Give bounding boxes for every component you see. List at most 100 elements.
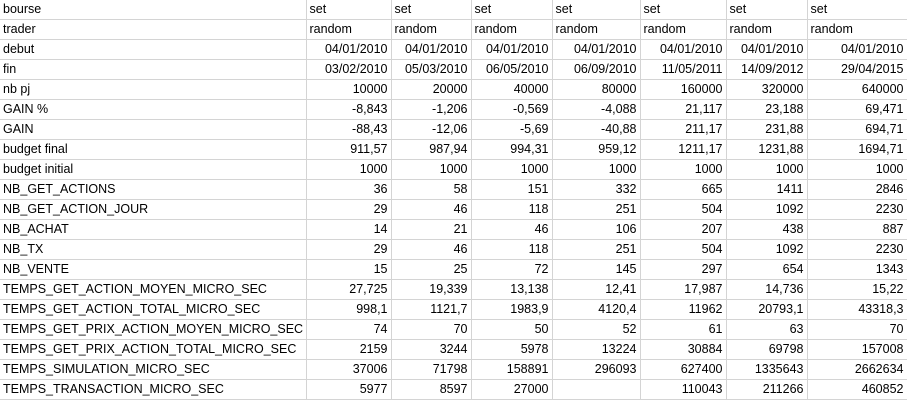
data-cell[interactable] [552,379,641,400]
data-cell[interactable]: 05/03/2010 [391,59,472,80]
row-label-cell[interactable]: budget initial [0,159,307,180]
data-cell[interactable]: set [552,0,641,20]
data-cell[interactable]: 17,987 [640,279,727,300]
data-cell[interactable]: 29/04/2015 [807,59,907,80]
data-cell[interactable]: 72 [471,259,553,280]
data-cell[interactable]: -5,69 [471,119,553,140]
row-label-cell[interactable]: TEMPS_GET_ACTION_MOYEN_MICRO_SEC [0,279,307,300]
data-cell[interactable]: set [807,0,907,20]
data-cell[interactable]: 04/01/2010 [391,39,472,60]
data-cell[interactable]: 2230 [807,199,907,220]
data-cell[interactable]: 74 [306,319,392,340]
data-cell[interactable]: 80000 [552,79,641,100]
data-cell[interactable]: 12,41 [552,279,641,300]
data-cell[interactable]: 71798 [391,359,472,380]
data-cell[interactable]: 13224 [552,339,641,360]
data-cell[interactable]: 118 [471,239,553,260]
data-cell[interactable]: 959,12 [552,139,641,160]
data-cell[interactable]: 13,138 [471,279,553,300]
data-cell[interactable]: 14,736 [726,279,808,300]
data-cell[interactable]: 296093 [552,359,641,380]
data-cell[interactable]: 251 [552,199,641,220]
row-label-cell[interactable]: GAIN [0,119,307,140]
data-cell[interactable]: 46 [471,219,553,240]
data-cell[interactable]: 460852 [807,379,907,400]
data-cell[interactable]: 27,725 [306,279,392,300]
data-cell[interactable]: 2230 [807,239,907,260]
data-cell[interactable]: 69,471 [807,99,907,120]
row-label-cell[interactable]: NB_GET_ACTIONS [0,179,307,200]
data-cell[interactable]: 04/01/2010 [807,39,907,60]
data-cell[interactable]: set [306,0,392,20]
data-cell[interactable]: 1000 [552,159,641,180]
data-cell[interactable]: 320000 [726,79,808,100]
data-cell[interactable]: 14/09/2012 [726,59,808,80]
row-label-cell[interactable]: TEMPS_SIMULATION_MICRO_SEC [0,359,307,380]
data-cell[interactable]: 1000 [640,159,727,180]
data-cell[interactable]: 63 [726,319,808,340]
data-cell[interactable]: 211266 [726,379,808,400]
data-cell[interactable]: 1092 [726,239,808,260]
data-cell[interactable]: 06/05/2010 [471,59,553,80]
data-cell[interactable]: 694,71 [807,119,907,140]
row-label-cell[interactable]: TEMPS_TRANSACTION_MICRO_SEC [0,379,307,400]
data-cell[interactable]: 994,31 [471,139,553,160]
row-label-cell[interactable]: trader [0,19,307,40]
data-cell[interactable]: 40000 [471,79,553,100]
data-cell[interactable]: 11/05/2011 [640,59,727,80]
data-cell[interactable]: 29 [306,239,392,260]
data-cell[interactable]: 27000 [471,379,553,400]
data-cell[interactable]: 987,94 [391,139,472,160]
data-cell[interactable]: 29 [306,199,392,220]
data-cell[interactable]: 2159 [306,339,392,360]
data-cell[interactable]: 160000 [640,79,727,100]
row-label-cell[interactable]: bourse [0,0,307,20]
data-cell[interactable]: 1000 [306,159,392,180]
row-label-cell[interactable]: nb pj [0,79,307,100]
data-cell[interactable]: 15,22 [807,279,907,300]
data-cell[interactable]: 640000 [807,79,907,100]
data-cell[interactable]: -0,569 [471,99,553,120]
data-cell[interactable]: 23,188 [726,99,808,120]
data-cell[interactable]: 5978 [471,339,553,360]
data-cell[interactable]: 04/01/2010 [471,39,553,60]
data-cell[interactable]: 1211,17 [640,139,727,160]
data-cell[interactable]: 207 [640,219,727,240]
data-cell[interactable]: random [471,19,553,40]
row-label-cell[interactable]: budget final [0,139,307,160]
data-cell[interactable]: 70 [807,319,907,340]
data-cell[interactable]: random [306,19,392,40]
data-cell[interactable]: 46 [391,199,472,220]
data-cell[interactable]: 998,1 [306,299,392,320]
data-cell[interactable]: 04/01/2010 [726,39,808,60]
data-cell[interactable]: 2662634 [807,359,907,380]
data-cell[interactable]: 03/02/2010 [306,59,392,80]
data-cell[interactable]: 5977 [306,379,392,400]
data-cell[interactable]: 438 [726,219,808,240]
data-cell[interactable]: 1231,88 [726,139,808,160]
data-cell[interactable]: 50 [471,319,553,340]
data-cell[interactable]: 69798 [726,339,808,360]
data-cell[interactable]: 1000 [471,159,553,180]
data-cell[interactable]: 43318,3 [807,299,907,320]
data-cell[interactable]: 1092 [726,199,808,220]
data-cell[interactable]: 2846 [807,179,907,200]
data-cell[interactable]: 21 [391,219,472,240]
data-cell[interactable]: set [726,0,808,20]
data-cell[interactable]: -88,43 [306,119,392,140]
data-cell[interactable]: 4120,4 [552,299,641,320]
row-label-cell[interactable]: TEMPS_GET_PRIX_ACTION_MOYEN_MICRO_SEC [0,319,307,340]
row-label-cell[interactable]: NB_TX [0,239,307,260]
data-cell[interactable]: 211,17 [640,119,727,140]
data-cell[interactable]: 106 [552,219,641,240]
data-cell[interactable]: 157008 [807,339,907,360]
data-cell[interactable]: 1000 [391,159,472,180]
data-cell[interactable]: 04/01/2010 [306,39,392,60]
data-cell[interactable]: random [391,19,472,40]
data-cell[interactable]: 504 [640,199,727,220]
data-cell[interactable]: random [807,19,907,40]
data-cell[interactable]: 627400 [640,359,727,380]
data-cell[interactable]: 61 [640,319,727,340]
data-cell[interactable]: 10000 [306,79,392,100]
data-cell[interactable]: 911,57 [306,139,392,160]
